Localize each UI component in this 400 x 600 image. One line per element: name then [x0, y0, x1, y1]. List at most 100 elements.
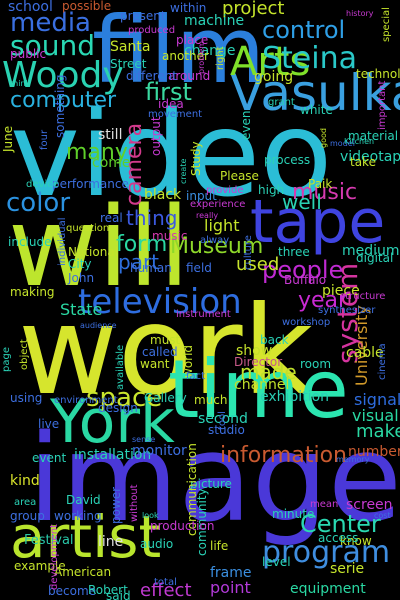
word-frame: frame — [210, 565, 252, 581]
word-right: right — [215, 46, 226, 71]
word-technology: technology — [356, 67, 400, 81]
word-medium: medium — [342, 243, 400, 259]
word-sense: sense — [132, 435, 156, 444]
word-change: change — [184, 43, 236, 59]
word-design: design — [98, 401, 138, 415]
word-good: good — [319, 128, 328, 148]
word-kitchen: Kitchen — [344, 137, 375, 146]
word-look: look — [142, 511, 159, 520]
word-media: media — [10, 8, 91, 38]
word-around: around — [168, 69, 211, 83]
word-problem: problem — [197, 40, 206, 74]
word-kind: kind — [10, 473, 40, 489]
word-going: going — [254, 69, 294, 85]
word-national: National — [68, 245, 119, 259]
word-picture: picture — [190, 477, 232, 491]
word-tool: tool — [217, 411, 228, 430]
word-york: York — [50, 387, 175, 457]
word-machine: machine — [184, 13, 245, 29]
word-said: said — [106, 589, 131, 600]
word-material: material — [348, 129, 399, 143]
word-point: point — [210, 578, 251, 597]
word-mean: mean — [310, 499, 339, 510]
word-equipment: equipment — [290, 581, 366, 597]
word-level: level — [262, 555, 291, 569]
word-become: become — [48, 584, 97, 598]
word-film: film — [92, 0, 266, 104]
word-field: field — [186, 261, 212, 275]
word-make: make — [356, 421, 400, 442]
word-three: three — [278, 245, 310, 259]
word-available: available — [115, 344, 126, 390]
word-white: white — [300, 103, 333, 117]
word-input: input — [186, 189, 217, 203]
word-festival: Festival — [24, 533, 74, 548]
word-called: called — [142, 345, 178, 359]
word-fact: fact — [186, 371, 206, 382]
word-know: know — [340, 534, 372, 548]
word-black: black — [144, 187, 182, 203]
word-people: people — [262, 256, 344, 284]
word-question: question — [66, 223, 110, 234]
word-woody: Woody — [2, 55, 124, 96]
word-music: music — [292, 180, 358, 205]
word-example: example — [14, 559, 66, 573]
word-please: Please — [220, 169, 259, 183]
word-monitor: monitor — [132, 443, 187, 459]
word-computer: computer — [10, 88, 117, 113]
word-object: object — [19, 339, 30, 370]
word-school: school — [8, 0, 53, 15]
word-videotape: videotape — [340, 149, 400, 165]
word-production: production — [150, 519, 215, 533]
word-back: back — [260, 333, 289, 347]
word-effect: effect — [140, 580, 192, 600]
word-alway: alway — [200, 235, 230, 246]
word-study: Study — [189, 141, 203, 176]
word-without: without — [129, 484, 140, 522]
word-area: area — [14, 497, 37, 508]
word-event: event — [32, 451, 67, 465]
word-buffalo: Buffalo — [284, 273, 327, 287]
word-making: making — [10, 285, 55, 299]
word-screen: screen — [346, 497, 393, 513]
word-instrument: instrument — [176, 309, 231, 320]
word-live: live — [38, 417, 60, 431]
word-structure: structure — [340, 291, 386, 302]
word-steina: Steina — [262, 41, 357, 76]
word-program: program — [262, 535, 391, 570]
word-installation: installation — [74, 447, 152, 463]
word-experience: experience — [190, 199, 246, 210]
word-within: within — [170, 1, 207, 15]
word-first: first — [145, 78, 192, 106]
word-television: television — [78, 282, 242, 322]
word-audio: audio — [140, 537, 174, 551]
word-life: life — [210, 539, 229, 553]
word-thing: thing — [126, 206, 178, 230]
word-page: page — [1, 347, 12, 372]
word-grant: grant — [268, 97, 295, 108]
word-present: present — [120, 9, 166, 23]
word-year: year — [298, 288, 348, 313]
word-total: total — [154, 577, 177, 588]
word-four: four — [39, 129, 50, 150]
word-signal: signal — [354, 390, 400, 409]
word-much: much — [194, 393, 228, 407]
word-cost: cost — [374, 511, 391, 520]
word-june: June — [1, 125, 15, 152]
word-vasulka: Vasulka — [230, 64, 400, 122]
word-synthesizer: synthesizer — [318, 305, 376, 316]
word-include: include — [8, 235, 52, 249]
word-cable: cable — [346, 345, 384, 361]
word-possible: possible — [62, 0, 112, 13]
word-state: State — [60, 300, 103, 319]
word-minute: minute — [272, 507, 315, 521]
word-made: made — [240, 360, 297, 384]
word-show: show — [236, 343, 273, 359]
word-number: number — [348, 444, 400, 460]
word-sound: sound — [10, 29, 95, 62]
word-time: time — [168, 343, 349, 436]
word-piece: piece — [322, 283, 360, 299]
word-exhibition: exhibition — [260, 389, 330, 405]
word-produced: produced — [128, 25, 176, 36]
